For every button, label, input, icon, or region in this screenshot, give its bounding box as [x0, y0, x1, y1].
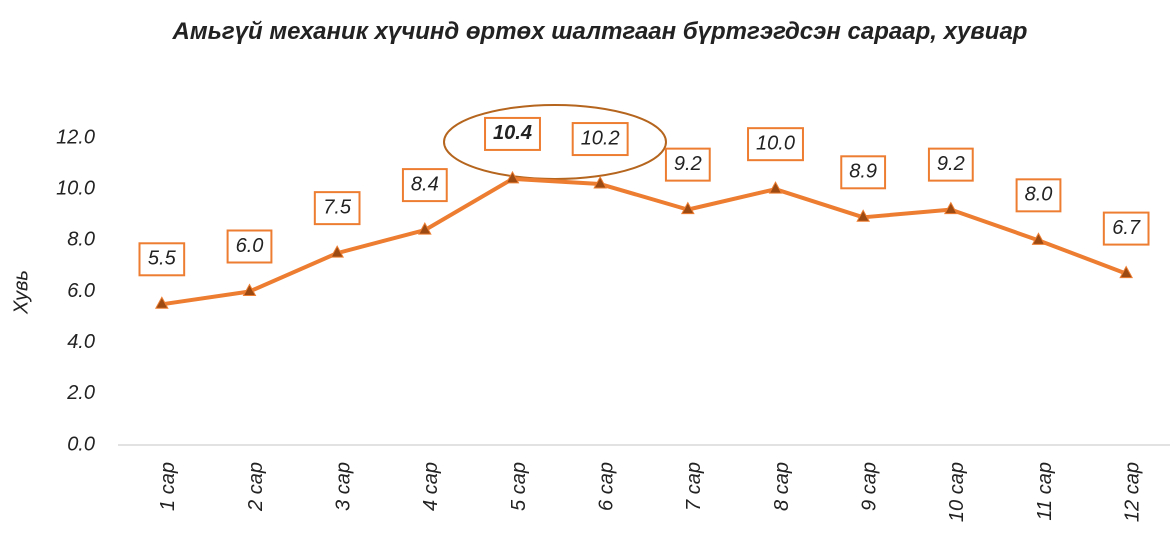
y-tick-label: 4.0 — [67, 331, 95, 353]
x-tick-label: 4 сар — [420, 462, 442, 511]
marker — [943, 201, 958, 215]
data-label: 8.9 — [840, 155, 887, 190]
data-label-text: 8.4 — [411, 173, 439, 195]
x-tick-label: 7 сар — [683, 462, 705, 511]
data-label-text: 7.5 — [323, 196, 352, 218]
marker — [242, 283, 257, 296]
data-label: 8.0 — [1015, 178, 1062, 213]
data-label-box — [226, 229, 273, 264]
data-label: 9.2 — [927, 147, 974, 182]
data-label-text: 10.4 — [493, 122, 532, 144]
marker — [505, 170, 520, 184]
marker — [330, 245, 345, 258]
marker — [593, 176, 608, 189]
data-label-box — [664, 147, 711, 182]
data-label: 10.4 — [484, 116, 541, 151]
marker — [1119, 265, 1134, 279]
y-tick-label: 12.0 — [56, 126, 95, 148]
data-label-text: 6.0 — [236, 235, 264, 257]
data-label-text: 8.9 — [849, 161, 877, 183]
data-label: 5.5 — [138, 242, 186, 277]
data-label: 10.0 — [747, 127, 804, 162]
x-tick-label: 2 сар — [245, 462, 267, 512]
y-tick-label: 0.0 — [67, 433, 95, 455]
marker — [680, 201, 695, 215]
x-tick-label: 10 сар — [946, 462, 968, 522]
data-label-box — [138, 242, 186, 277]
data-label-text: 9.2 — [937, 153, 965, 175]
data-label-text: 5.5 — [148, 248, 177, 270]
data-label-box — [571, 122, 629, 157]
data-label-text: 10.2 — [581, 127, 620, 149]
x-tick-label: 12 сар — [1121, 462, 1143, 522]
y-tick-label: 8.0 — [67, 229, 95, 251]
x-tick-label: 6 сар — [595, 462, 617, 511]
marker — [417, 222, 432, 235]
data-label-box — [747, 127, 804, 162]
data-label: 8.4 — [401, 168, 448, 203]
x-tick-label: 11 сар — [1034, 462, 1056, 521]
data-label-box — [840, 155, 887, 190]
x-tick-label: 5 сар — [508, 462, 530, 511]
y-tick-label: 10.0 — [56, 177, 95, 199]
y-tick-label: 2.0 — [66, 382, 95, 404]
data-label-box — [313, 191, 361, 226]
x-tick-label: 3 сар — [332, 462, 354, 511]
marker — [154, 296, 169, 309]
marker — [768, 181, 783, 194]
data-label-box — [927, 147, 974, 182]
data-label-box — [1102, 211, 1150, 246]
data-label: 6.0 — [226, 229, 273, 264]
data-label: 6.7 — [1102, 211, 1150, 246]
y-tick-label: 6.0 — [67, 280, 95, 302]
marker — [1031, 232, 1046, 245]
highlight-ellipse — [443, 104, 667, 180]
x-tick-label: 1 сар — [157, 462, 179, 511]
marker — [856, 209, 871, 222]
data-label-text: 6.7 — [1112, 217, 1141, 239]
data-label-text: 9.2 — [674, 153, 702, 175]
data-label-text: 8.0 — [1025, 184, 1053, 206]
chart-title: Амьгүй механик хүчинд өртөх шалтгаан бүр… — [172, 18, 1028, 45]
data-label-box — [401, 168, 448, 203]
data-label: 10.2 — [571, 122, 629, 157]
x-tick-label: 9 сар — [858, 462, 880, 511]
data-label: 9.2 — [664, 147, 711, 182]
x-tick-label: 8 сар — [771, 462, 793, 511]
data-label-box — [1015, 178, 1062, 213]
y-axis-label: Хувь — [10, 270, 32, 315]
data-label-box — [484, 116, 541, 151]
data-label: 7.5 — [313, 191, 361, 226]
line — [161, 176, 1127, 307]
data-label-text: 10.0 — [756, 132, 795, 154]
